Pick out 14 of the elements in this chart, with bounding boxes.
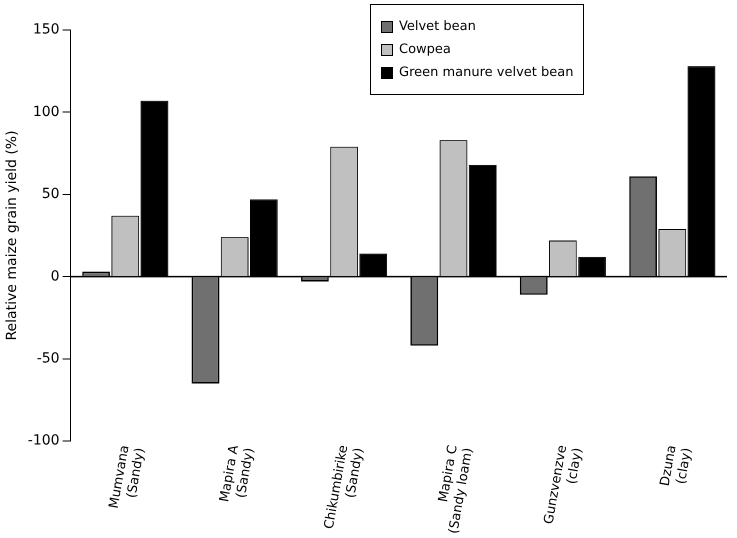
- legend-label: Green manure velvet bean: [399, 65, 574, 80]
- x-tick-label: Dzuna (clay): [658, 444, 695, 488]
- x-tick-label: Mapira C (Sandy loam): [436, 444, 476, 535]
- y-tick-label: -50: [36, 350, 60, 366]
- y-tick-label: 150: [32, 22, 60, 38]
- legend-label: Velvet bean: [399, 19, 476, 34]
- y-tick-label: 0: [50, 268, 60, 284]
- legend-label: Cowpea: [399, 42, 451, 57]
- y-axis-title: Relative maize grain yield (%): [4, 130, 20, 341]
- x-tick-label: Mapira A (Sandy): [217, 444, 258, 504]
- y-tick-label: 100: [32, 104, 60, 120]
- x-tick-label: Mumvana (Sandy): [106, 444, 148, 510]
- y-tick-label: -100: [28, 432, 60, 449]
- y-tick-label: 50: [42, 186, 60, 202]
